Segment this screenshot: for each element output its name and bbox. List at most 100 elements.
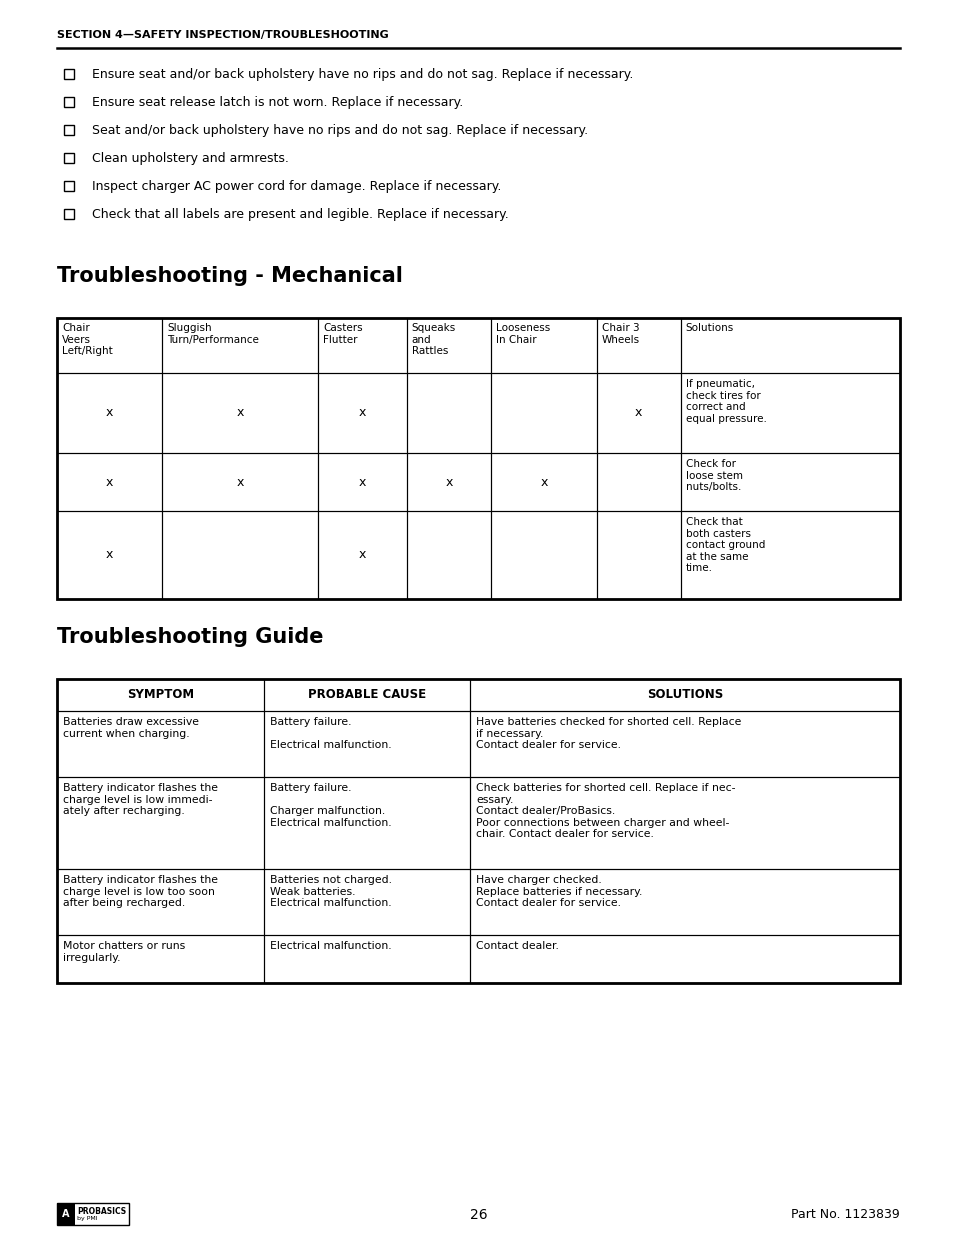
Bar [406,511,491,599]
Bar [406,453,491,511]
Bar [596,317,680,373]
Bar [470,777,899,869]
Bar [470,711,899,777]
Text: Batteries draw excessive
current when charging.: Batteries draw excessive current when ch… [63,718,199,739]
Text: Battery indicator flashes the
charge level is low too soon
after being recharged: Battery indicator flashes the charge lev… [63,876,218,908]
Text: Motor chatters or runs
irregularly.: Motor chatters or runs irregularly. [63,941,185,962]
Bar [263,679,470,711]
Bar [596,373,680,453]
Bar [470,869,899,935]
Text: by PMI: by PMI [77,1216,97,1221]
Text: Check batteries for shorted cell. Replace if nec-
essary.
Contact dealer/ProBasi: Check batteries for shorted cell. Replac… [476,783,735,840]
Text: x: x [236,475,244,489]
Text: PROBABLE CAUSE: PROBABLE CAUSE [308,688,425,701]
Bar [406,317,491,373]
Text: Battery failure.

Electrical malfunction.: Battery failure. Electrical malfunction. [270,718,391,750]
Bar [57,679,899,983]
Text: Squeaks
and
Rattles: Squeaks and Rattles [412,324,456,356]
Bar [680,317,899,373]
Bar [406,373,491,453]
Bar [64,182,74,191]
Text: x: x [358,406,366,420]
Bar [57,317,162,373]
Text: Check for
loose stem
nuts/bolts.: Check for loose stem nuts/bolts. [685,459,742,493]
Bar [162,453,318,511]
Text: x: x [358,548,366,562]
Text: Looseness
In Chair: Looseness In Chair [496,324,550,345]
Bar [57,317,899,599]
Text: Ensure seat and/or back upholstery have no rips and do not sag. Replace if neces: Ensure seat and/or back upholstery have … [91,68,633,82]
Text: Part No. 1123839: Part No. 1123839 [790,1209,899,1221]
Bar [57,373,162,453]
Text: Troubleshooting Guide: Troubleshooting Guide [57,627,323,647]
Bar [57,679,263,711]
Bar [263,777,470,869]
Text: Troubleshooting - Mechanical: Troubleshooting - Mechanical [57,266,402,287]
Text: Electrical malfunction.: Electrical malfunction. [270,941,391,951]
Bar [491,453,596,511]
Bar [162,317,318,373]
Text: Sluggish
Turn/Performance: Sluggish Turn/Performance [167,324,259,345]
Bar [491,373,596,453]
Bar [64,98,74,107]
Bar [64,153,74,163]
Bar [680,511,899,599]
Bar [57,777,263,869]
Text: Chair
Veers
Left/Right: Chair Veers Left/Right [62,324,112,356]
Bar [680,453,899,511]
Bar [57,1203,75,1225]
Text: PROBASICS: PROBASICS [77,1207,126,1216]
Bar [680,373,899,453]
Bar [64,125,74,135]
Text: Contact dealer.: Contact dealer. [476,941,558,951]
Bar [263,711,470,777]
Text: x: x [445,475,453,489]
Text: Clean upholstery and armrests.: Clean upholstery and armrests. [91,152,289,165]
Bar [596,511,680,599]
Bar [491,511,596,599]
Text: x: x [358,475,366,489]
Text: Have batteries checked for shorted cell. Replace
if necessary.
Contact dealer fo: Have batteries checked for shorted cell.… [476,718,740,750]
Text: Ensure seat release latch is not worn. Replace if necessary.: Ensure seat release latch is not worn. R… [91,96,463,109]
Bar [57,453,162,511]
Text: Check that
both casters
contact ground
at the same
time.: Check that both casters contact ground a… [685,517,764,573]
Text: Have charger checked.
Replace batteries if necessary.
Contact dealer for service: Have charger checked. Replace batteries … [476,876,641,908]
Bar [57,935,263,983]
Text: Battery indicator flashes the
charge level is low immedi-
ately after recharging: Battery indicator flashes the charge lev… [63,783,218,816]
Bar [64,209,74,219]
Bar [263,935,470,983]
Text: 26: 26 [469,1208,487,1221]
Bar [318,453,406,511]
Text: Battery failure.

Charger malfunction.
Electrical malfunction.: Battery failure. Charger malfunction. El… [270,783,391,827]
Bar [57,1203,129,1225]
Text: Seat and/or back upholstery have no rips and do not sag. Replace if necessary.: Seat and/or back upholstery have no rips… [91,124,587,137]
Bar [162,373,318,453]
Bar [57,511,162,599]
Text: Inspect charger AC power cord for damage. Replace if necessary.: Inspect charger AC power cord for damage… [91,180,501,193]
Text: x: x [236,406,244,420]
Text: x: x [635,406,641,420]
Bar [57,869,263,935]
Text: x: x [106,475,113,489]
Text: x: x [106,548,113,562]
Text: x: x [539,475,547,489]
Text: Chair 3
Wheels: Chair 3 Wheels [601,324,639,345]
Bar [318,373,406,453]
Text: Solutions: Solutions [685,324,733,333]
Bar [318,511,406,599]
Bar [162,511,318,599]
Bar [470,935,899,983]
Text: A: A [62,1209,70,1219]
Text: Batteries not charged.
Weak batteries.
Electrical malfunction.: Batteries not charged. Weak batteries. E… [270,876,391,908]
Text: SOLUTIONS: SOLUTIONS [646,688,722,701]
Text: Casters
Flutter: Casters Flutter [323,324,362,345]
Text: x: x [106,406,113,420]
Bar [491,317,596,373]
Bar [596,453,680,511]
Text: Check that all labels are present and legible. Replace if necessary.: Check that all labels are present and le… [91,207,508,221]
Bar [470,679,899,711]
Bar [318,317,406,373]
Text: If pneumatic,
check tires for
correct and
equal pressure.: If pneumatic, check tires for correct an… [685,379,766,424]
Bar [64,69,74,79]
Text: SYMPTOM: SYMPTOM [127,688,193,701]
